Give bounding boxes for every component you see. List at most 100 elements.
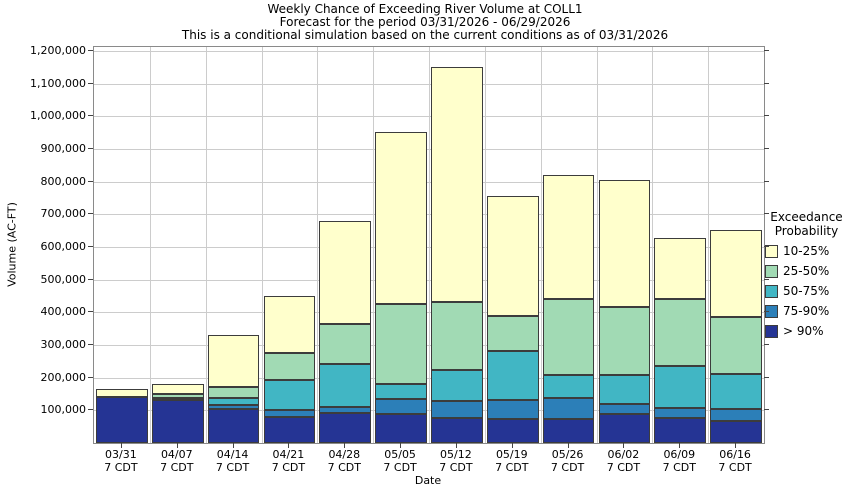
bar-segment xyxy=(542,398,595,420)
bar xyxy=(431,66,483,443)
y-tick xyxy=(88,278,93,280)
x-tick-label: 06/09 7 CDT xyxy=(649,448,709,474)
x-tick-label-time: 7 CDT xyxy=(550,461,585,474)
bar-segment xyxy=(710,316,762,375)
y-tick-label: 1,100,000 xyxy=(30,76,86,90)
y-tick xyxy=(88,311,93,313)
x-tick-label-date: 05/26 xyxy=(551,448,584,461)
bar-segment xyxy=(375,132,427,305)
bar xyxy=(598,179,651,443)
bar-segment xyxy=(431,370,483,401)
bar-segment xyxy=(431,66,483,303)
bar-segment xyxy=(207,397,260,405)
bar xyxy=(151,383,204,444)
x-tick xyxy=(344,443,346,448)
bar-segment xyxy=(263,353,316,381)
legend-item-label: 10-25% xyxy=(783,244,830,258)
x-tick-label: 05/19 7 CDT xyxy=(482,448,542,474)
bar-segment xyxy=(598,404,651,415)
bar xyxy=(654,238,707,443)
x-tick-label: 06/02 7 CDT xyxy=(593,448,653,474)
bar-segment xyxy=(319,412,372,443)
v-gridline xyxy=(261,47,263,443)
bar-segment xyxy=(654,418,707,443)
bar-segment xyxy=(598,375,651,405)
x-tick-label-time: 7 CDT xyxy=(606,461,641,474)
x-tick-label: 04/28 7 CDT xyxy=(314,448,374,474)
bar-segment xyxy=(375,304,427,385)
y-tick-label: 800,000 xyxy=(40,174,87,188)
y-tick xyxy=(88,49,93,51)
y-tick-label: 200,000 xyxy=(40,370,87,384)
bar-segment xyxy=(431,418,483,443)
x-tick-label: 04/07 7 CDT xyxy=(147,448,207,474)
x-tick xyxy=(567,443,569,448)
y-tick-right xyxy=(764,278,769,280)
y-tick-right xyxy=(764,115,769,117)
legend-title-2: Probability xyxy=(774,224,839,238)
bar-segment xyxy=(431,302,483,371)
v-gridline xyxy=(205,47,207,443)
x-tick xyxy=(511,443,513,448)
bar xyxy=(319,220,372,444)
x-tick-label: 05/26 7 CDT xyxy=(538,448,598,474)
legend-item: 50-75% xyxy=(765,284,850,298)
bar-segment xyxy=(319,407,372,413)
bar-segment xyxy=(654,407,707,419)
x-tick xyxy=(232,443,234,448)
y-tick-right xyxy=(764,409,769,411)
x-tick-label-time: 7 CDT xyxy=(327,461,361,474)
v-gridline xyxy=(484,47,486,443)
y-tick-label: 400,000 xyxy=(40,305,87,319)
y-tick-right xyxy=(764,82,769,84)
bar xyxy=(710,230,762,443)
x-tick-label: 04/14 7 CDT xyxy=(203,448,263,474)
v-gridline xyxy=(596,47,598,443)
x-tick-label-date: 05/12 xyxy=(440,448,472,461)
bar-segment xyxy=(207,404,260,409)
v-gridline xyxy=(317,47,319,443)
y-tick xyxy=(88,409,93,411)
x-tick xyxy=(288,443,290,448)
bar-segment xyxy=(710,230,762,317)
y-tick xyxy=(88,180,93,182)
bar-segment xyxy=(263,380,316,411)
y-tick-right xyxy=(764,213,769,215)
legend-items: 10-25% 25-50% 50-75% 75-90% > 90% xyxy=(763,244,850,338)
legend: Exceedance Probability 10-25% 25-50% 50-75… xyxy=(763,210,850,338)
x-tick xyxy=(735,443,737,448)
y-tick-label: 300,000 xyxy=(40,338,87,351)
bar-segment xyxy=(710,421,762,443)
x-tick-label-date: 03/31 xyxy=(105,448,137,461)
bar-segment xyxy=(151,383,204,394)
y-tick-label: 100,000 xyxy=(40,403,87,417)
legend-item-label: 50-75% xyxy=(783,284,830,298)
y-tick-label: 1,200,000 xyxy=(30,43,86,57)
bar-segment xyxy=(207,408,260,443)
legend-swatch xyxy=(765,264,778,278)
bar-segment xyxy=(486,315,539,351)
legend-item: 25-50% xyxy=(765,264,850,278)
v-gridline xyxy=(540,47,542,443)
x-tick-label-time: 7 CDT xyxy=(271,461,306,474)
x-tick-label-date: 06/16 xyxy=(719,448,751,461)
bar-segment xyxy=(598,179,651,307)
bar-segment xyxy=(96,389,148,398)
x-tick-label: 05/05 7 CDT xyxy=(370,448,430,474)
x-tick-label: 04/21 7 CDT xyxy=(258,448,318,474)
x-tick xyxy=(120,443,122,448)
legend-swatch xyxy=(765,304,778,318)
y-tick xyxy=(88,246,93,247)
bar-segment xyxy=(151,393,204,398)
v-gridline xyxy=(708,47,710,443)
y-tick-right xyxy=(764,311,769,313)
x-tick-label-time: 7 CDT xyxy=(439,461,473,474)
plot-area xyxy=(93,46,765,444)
legend-swatch xyxy=(765,324,778,338)
x-tick xyxy=(679,443,681,448)
bar-segment xyxy=(207,335,260,388)
bar-segment xyxy=(319,323,372,365)
bar-segment xyxy=(263,296,316,354)
bar-segment xyxy=(375,413,427,443)
x-tick-label-date: 05/19 xyxy=(495,448,528,461)
